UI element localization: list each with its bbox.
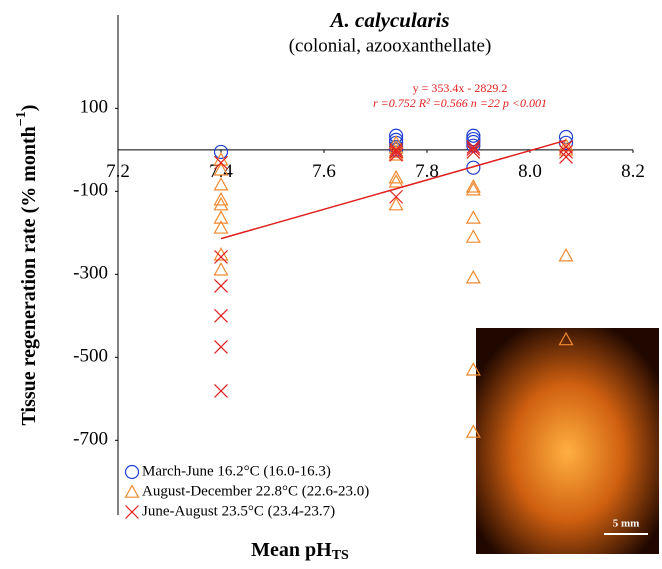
- y-tick-label: -100: [73, 180, 108, 201]
- scale-label: 5 mm: [613, 518, 640, 530]
- point: [467, 211, 480, 223]
- point: [215, 309, 228, 322]
- point: [467, 143, 480, 156]
- y-axis-label: Tissue regeneration rate (% month−1): [14, 105, 39, 426]
- trend-stats: r =0.752 R² =0.566 n =22 p <0.001: [373, 96, 547, 110]
- y-label-sup: −1: [14, 111, 29, 126]
- point: [467, 271, 480, 283]
- point: [390, 198, 403, 210]
- legend-marker: [126, 466, 139, 479]
- point: [390, 190, 403, 203]
- x-label-sub: TS: [332, 548, 349, 563]
- legend-label: August-December 22.8°C (22.6-23.0): [142, 483, 369, 499]
- y-label: Tissue regeneration rate (% month: [18, 126, 40, 425]
- trend-equation: y = 353.4x - 2829.2: [413, 81, 508, 95]
- y-tick-label: -500: [73, 346, 108, 367]
- point: [215, 384, 228, 397]
- chart-title: A. calycularis: [329, 8, 450, 32]
- x-tick-label: 7.2: [106, 161, 130, 182]
- point: [560, 249, 573, 261]
- x-tick-label: 7.6: [312, 161, 336, 182]
- point: [390, 175, 403, 187]
- x-tick-label: 8.0: [518, 161, 542, 182]
- x-axis-label: Mean pHTS: [251, 539, 349, 564]
- chart-subtitle: (colonial, azooxanthellate): [289, 35, 492, 56]
- x-tick-label: 7.8: [415, 161, 439, 182]
- point: [467, 230, 480, 242]
- y-label-end: ): [18, 105, 40, 112]
- legend-label: March-June 16.2°C (16.0-16.3): [142, 463, 331, 479]
- y-tick-label: -300: [73, 263, 108, 284]
- legend-marker: [126, 506, 139, 519]
- point: [215, 340, 228, 353]
- legend: March-June 16.2°C (16.0-16.3) August-Dece…: [126, 463, 370, 519]
- legend-label: June-August 23.5°C (23.4-23.7): [142, 503, 335, 519]
- point: [215, 263, 228, 275]
- point: [215, 248, 228, 260]
- point: [215, 198, 228, 210]
- y-tick-label: -700: [73, 429, 108, 450]
- inset-photo: 5 mm: [476, 328, 659, 554]
- x-label: Mean pH: [251, 539, 332, 561]
- x-tick-label: 8.2: [621, 161, 645, 182]
- legend-marker: [126, 486, 139, 498]
- point: [215, 279, 228, 292]
- y-tick-label: 100: [80, 97, 109, 118]
- chart: A. calycularis (colonial, azooxanthellat…: [0, 0, 662, 564]
- point: [390, 171, 403, 183]
